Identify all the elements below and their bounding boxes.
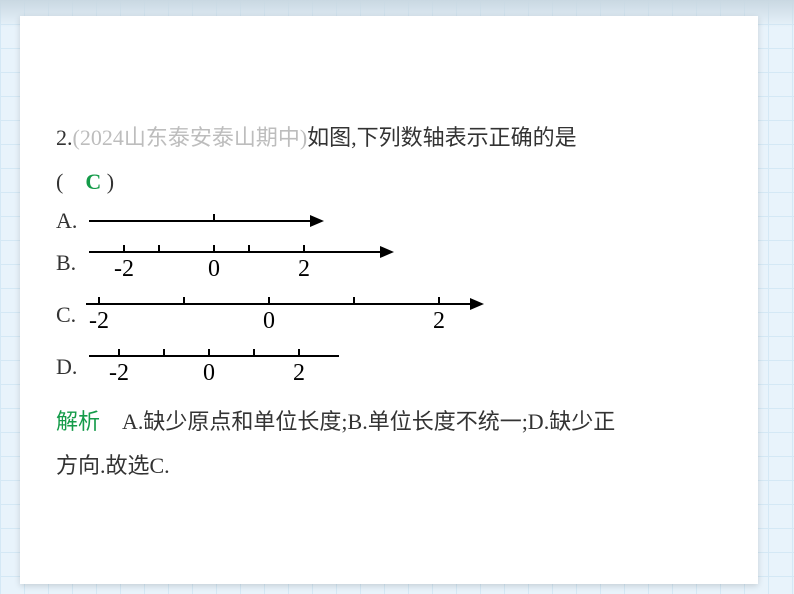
svg-text:0: 0 bbox=[208, 256, 220, 282]
option-B: B. -2 0 2 bbox=[56, 238, 722, 288]
svg-text:2: 2 bbox=[293, 360, 305, 386]
option-C-figure: -2 0 2 bbox=[84, 290, 494, 340]
paren-close: ) bbox=[107, 169, 114, 194]
svg-text:2: 2 bbox=[298, 256, 310, 282]
paren-open: ( bbox=[56, 169, 63, 194]
explanation-text1: A.缺少原点和单位长度;B.单位长度不统一;D.缺少正 bbox=[100, 409, 615, 434]
option-C-label: C. bbox=[56, 302, 84, 328]
option-B-label: B. bbox=[56, 250, 84, 276]
svg-text:2: 2 bbox=[433, 308, 445, 334]
explanation-line2: 方向.故选C. bbox=[56, 444, 722, 488]
svg-text:0: 0 bbox=[263, 308, 275, 334]
option-D-label: D. bbox=[56, 354, 84, 380]
explanation-label: 解析 bbox=[56, 409, 100, 434]
option-A: A. bbox=[56, 206, 722, 236]
option-D-figure: -2 0 2 bbox=[84, 342, 344, 392]
question-stem: 2.(2024山东泰安泰山期中)如图,下列数轴表示正确的是 bbox=[56, 116, 722, 160]
option-B-figure: -2 0 2 bbox=[84, 238, 404, 288]
question-number: 2. bbox=[56, 125, 73, 150]
question-source: (2024山东泰安泰山期中) bbox=[73, 125, 308, 150]
svg-text:-2: -2 bbox=[89, 308, 109, 334]
question-text: 如图,下列数轴表示正确的是 bbox=[307, 125, 577, 150]
option-C: C. -2 0 2 bbox=[56, 290, 722, 340]
slide-page: 2.(2024山东泰安泰山期中)如图,下列数轴表示正确的是 ( C ) A. B… bbox=[20, 16, 758, 584]
explanation-line1: 解析 A.缺少原点和单位长度;B.单位长度不统一;D.缺少正 bbox=[56, 400, 722, 444]
svg-text:0: 0 bbox=[203, 360, 215, 386]
option-A-label: A. bbox=[56, 208, 84, 234]
answer-letter: C bbox=[85, 169, 101, 194]
option-A-figure bbox=[84, 206, 334, 236]
svg-text:-2: -2 bbox=[109, 360, 129, 386]
option-D: D. -2 0 2 bbox=[56, 342, 722, 392]
answer-line: ( C ) bbox=[56, 160, 722, 204]
svg-text:-2: -2 bbox=[114, 256, 134, 282]
